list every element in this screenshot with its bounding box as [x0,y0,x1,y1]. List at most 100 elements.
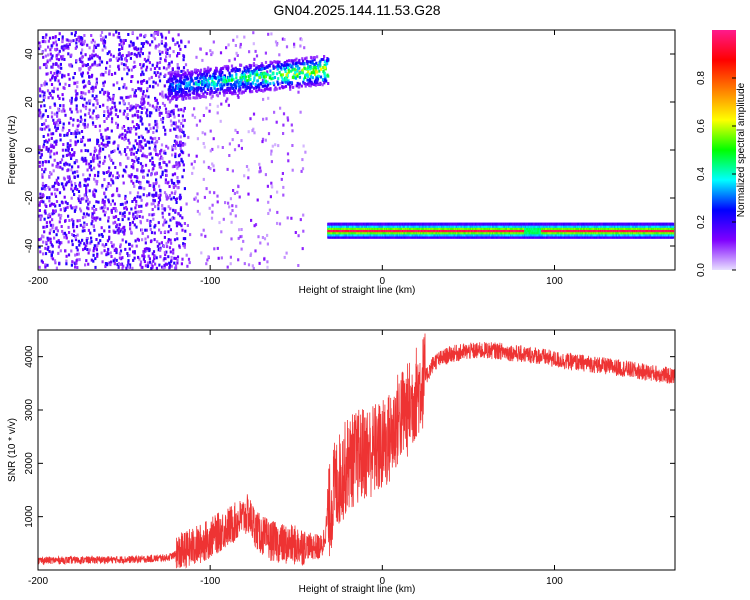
spectrogram-cell [124,201,127,205]
spectrogram-cell [236,131,239,134]
spectrogram-cell [217,145,220,149]
spectrogram-cell [206,88,209,91]
spectrogram-cell [97,163,100,167]
spectrogram-cell [246,79,249,83]
spectrogram-cell [171,37,174,41]
spectrogram-cell [160,111,163,115]
spectrogram-cell [110,178,113,182]
spectrogram-cell [57,213,60,217]
spectrogram-cell [161,207,164,211]
spectrogram-cell [164,178,167,182]
spectrogram-cell [62,48,65,52]
spectrogram-cell [249,71,252,75]
spectrogram-cell [232,77,235,81]
spectrogram-cell [140,198,143,202]
spectrogram-cell [93,188,96,192]
spectrogram-cell [175,125,178,129]
spectrogram-cell [68,231,71,234]
spectrogram-cell [240,139,243,143]
spectrogram-cell [157,203,160,207]
spectrogram-cell [176,237,179,241]
spectrogram-cell [136,114,139,118]
spectrogram-cell [86,63,89,66]
spectrogram-cell [74,135,77,139]
spectrogram-cell [245,87,248,91]
spectrogram-cell [240,78,243,82]
spectrogram-cell [81,74,84,78]
spectrogram-cell [143,106,146,110]
spectrogram-cell [254,49,257,53]
spectrogram-cell [127,265,130,269]
spectrogram-cell [48,231,51,235]
spectrogram-cell [275,43,278,47]
spectrogram-cell [151,252,154,256]
spectrogram-cell [40,127,44,131]
spectrogram-cell [161,101,165,105]
spectrogram-cell [96,154,99,158]
spectrogram-cell [182,88,185,92]
spectrogram-cell [72,234,75,237]
spectrogram-cell [289,85,292,88]
spectrogram-cell [205,78,208,82]
spectrogram-cell [52,169,55,173]
spectrogram-cell [81,96,84,100]
spectrogram-cell [196,199,199,203]
spectrogram-cell [46,263,49,267]
spectrogram-cell [125,240,128,244]
spectrogram-cell [148,221,152,225]
spectrogram-cell [72,132,75,136]
spectrogram-cell [292,59,295,63]
spectrogram-cell [38,87,42,91]
spectrogram-cell [186,264,189,268]
spectrogram-cell [169,114,172,117]
spectrogram-cell [304,150,307,154]
spectrogram-cell [184,229,187,233]
spectrogram-cell [121,214,124,218]
spectrogram-cell [76,110,79,114]
spectrogram-cell [211,79,214,83]
spectrogram-cell [102,161,105,165]
spectrogram-cell [95,238,98,241]
spectrogram-cell [114,71,117,75]
spectrogram-cell [303,66,306,70]
spectrogram-cell [171,153,174,157]
spectrogram-cell [174,257,177,260]
spectrogram-cell [166,80,169,84]
spectrogram-cell [87,177,91,181]
spectrogram-cell [102,73,105,76]
spectrogram-cell [86,198,89,202]
spectrogram-cell [295,57,298,61]
spectrogram-cell [56,188,59,192]
spectrogram-cell [188,83,191,87]
spectrogram-cell [244,85,247,89]
spectrogram-cell [142,97,145,101]
spectrogram-cell [139,105,142,109]
spectrogram-cell [267,32,270,36]
spectrogram-cell [78,39,81,43]
spectrogram-cell [108,235,111,239]
spectrogram-cell [42,252,45,256]
spectrogram-cell [97,241,100,245]
spectrogram-cell [122,41,125,45]
spectrogram-cell [119,243,122,247]
spectrogram-cell [118,135,121,139]
spectrogram-cell [118,87,121,91]
spectrogram-cell [247,168,250,172]
spectrogram-cell [173,261,176,265]
spectrogram-cell [76,118,79,122]
spectrogram-cell [231,138,234,142]
spectrogram-cell [203,84,206,88]
spectrogram-cell [306,78,309,82]
spectrogram-cell [166,114,169,118]
spectrogram-cell [275,72,279,76]
spectrogram-cell [139,220,142,224]
spectrogram-cell [262,73,265,77]
spectrogram-cell [125,54,128,58]
spectrogram-cell [42,55,45,59]
spectrogram-cell [296,74,299,78]
spectrogram-cell [47,53,50,57]
spectrogram-cell [194,196,197,200]
spectrogram-cell [143,57,146,61]
spectrogram-cell [111,117,114,121]
spectrogram-cell [42,240,45,244]
